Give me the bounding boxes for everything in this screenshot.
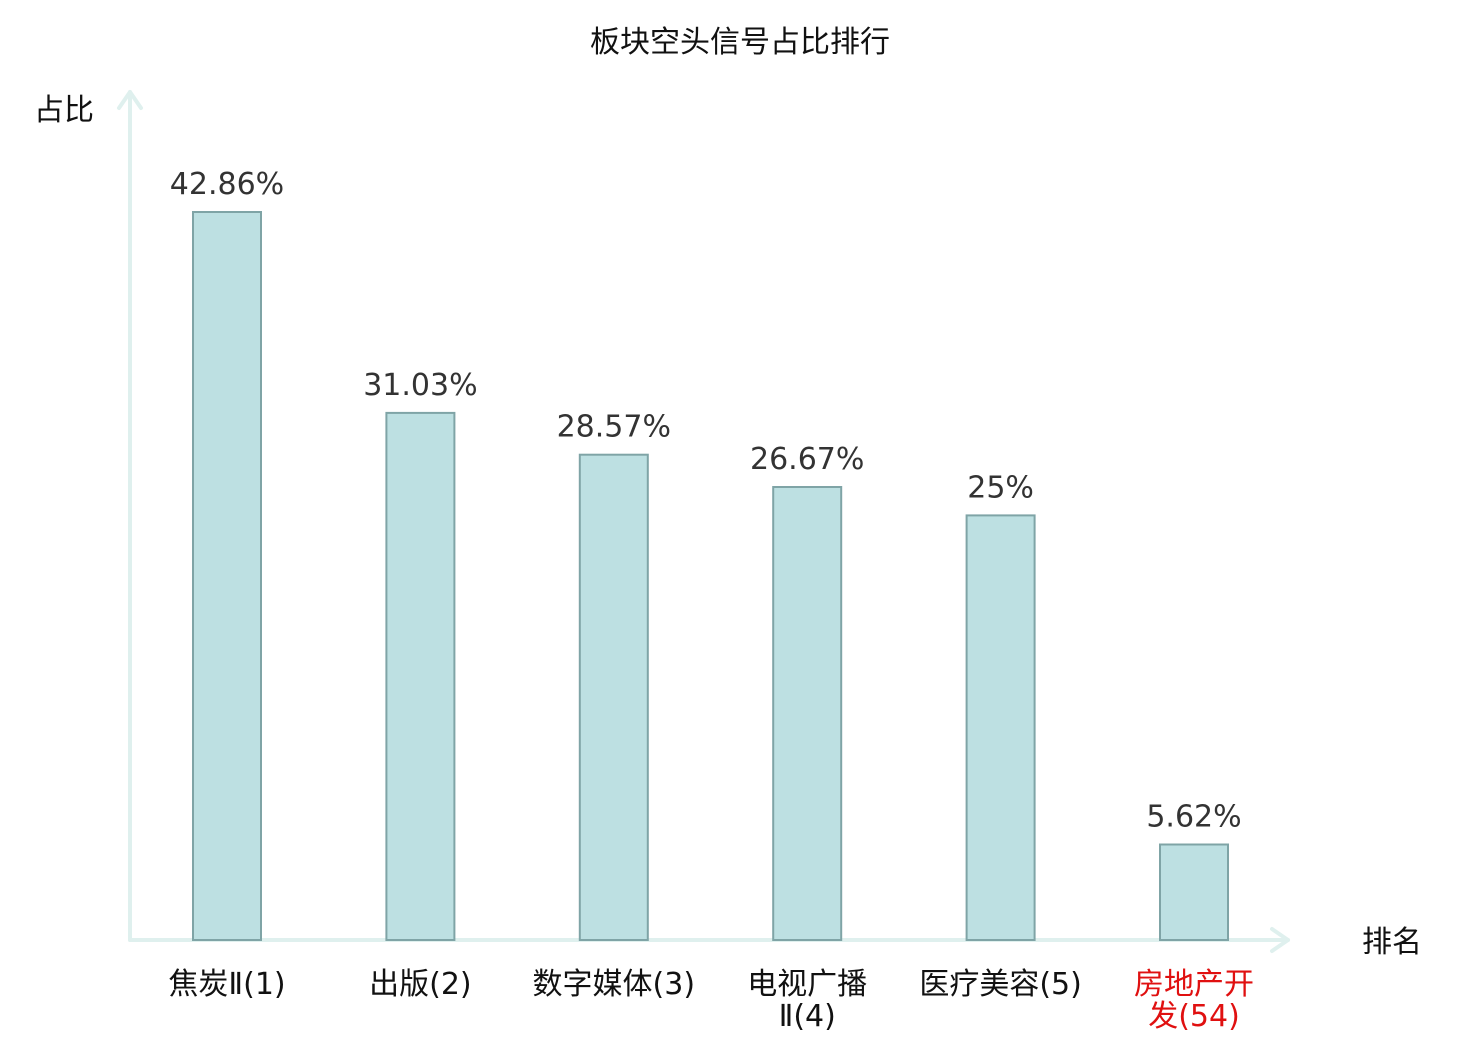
bar-1 [192,211,262,941]
value-label-6: 5.62% [1146,800,1241,835]
axes [117,90,1290,953]
bars-group [192,211,1229,942]
bar-3 [578,453,649,941]
y-axis-arrow [117,90,143,110]
category-label-3: 数字媒体(3) [533,967,696,1002]
bar-4 [772,486,843,941]
category-label-4-line-1: 电视广播 [747,967,867,1002]
value-label-3: 28.57% [557,410,671,445]
x-axis-label: 排名 [1362,925,1422,960]
bar-2 [385,411,456,941]
category-label-1: 焦炭Ⅱ(1) [168,967,285,1002]
category-label-2: 出版(2) [369,967,472,1002]
value-label-2: 31.03% [363,368,477,403]
category-label-4-line-2: Ⅱ(4) [779,999,836,1034]
value-label-4: 26.67% [750,442,864,477]
bar-5 [965,514,1036,942]
value-label-1: 42.86% [170,167,284,202]
value-labels-group: 42.86% 31.03% 28.57% 26.67% 25% 5.62% [170,167,1242,835]
x-axis-arrow [1270,927,1290,953]
category-label-5: 医疗美容(5) [919,967,1082,1002]
category-label-6-line-1: 房地产开 [1134,967,1254,1002]
chart-title: 板块空头信号占比排行 [590,25,890,60]
value-label-5: 25% [967,470,1034,505]
y-axis-label: 占比 [34,93,94,128]
category-label-6-line-2: 发(54) [1148,999,1240,1034]
bar-6 [1159,843,1229,941]
